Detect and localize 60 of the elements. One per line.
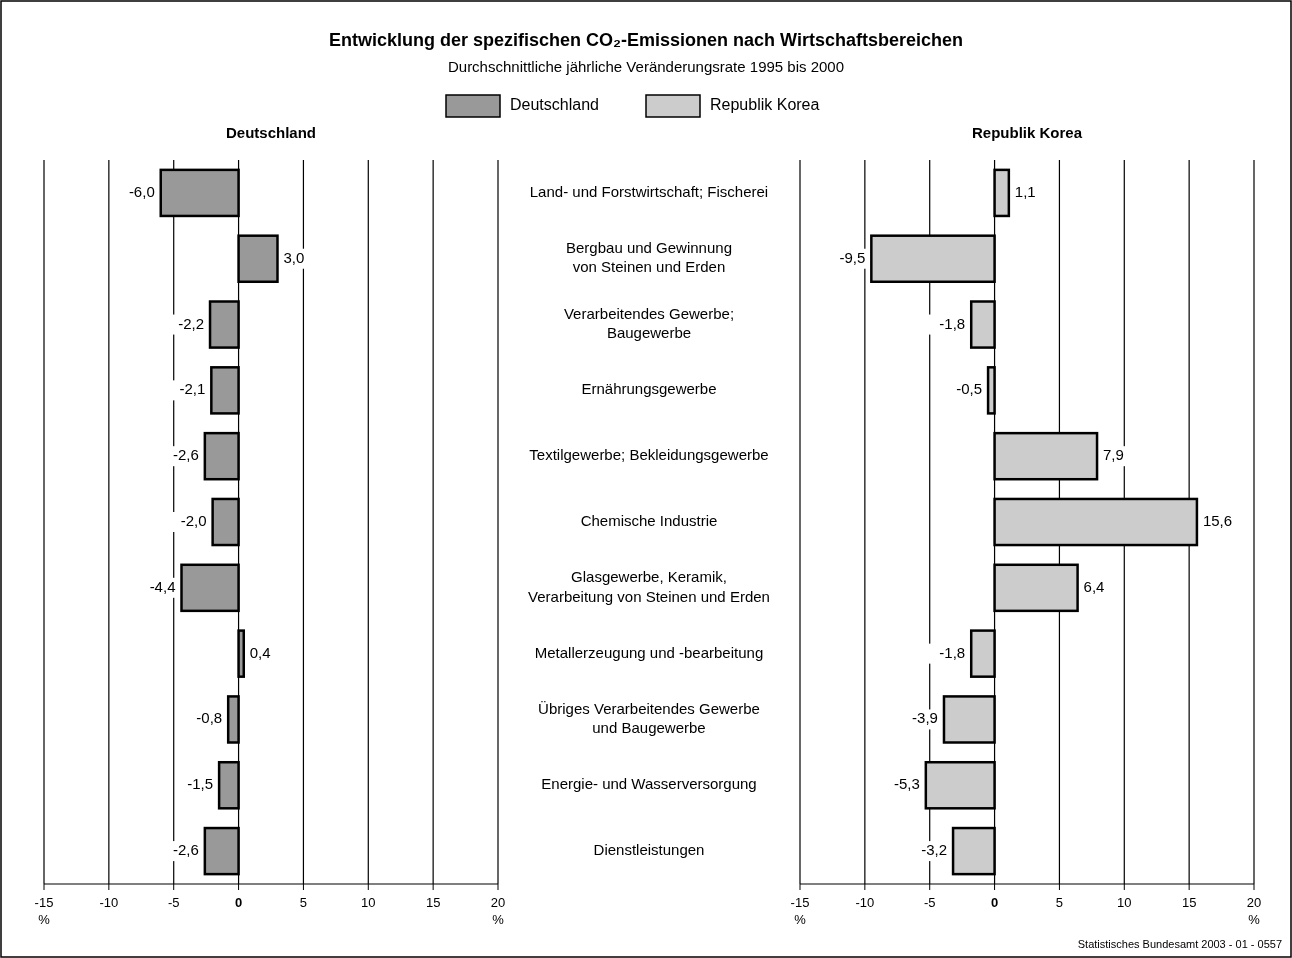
data-label: -3,9: [912, 709, 938, 727]
data-label: -6,0: [128, 182, 155, 200]
x-tick-label: -10: [99, 895, 119, 910]
data-label: 15,6: [1202, 511, 1233, 529]
data-label: 3,0: [283, 248, 305, 266]
x-tick-label: 10: [1117, 895, 1132, 910]
y-tick-label: Metallerzeugung und -bearbeitung: [534, 643, 764, 661]
text: Deutschland: [225, 124, 317, 141]
text: Republik Korea: [971, 124, 1083, 141]
data-label: 1,1: [1014, 182, 1036, 200]
x-tick-label: -10: [855, 895, 875, 910]
data-label: -4,4: [149, 577, 176, 595]
x-tick-label: 15: [1181, 895, 1197, 910]
legend-label: Republik Korea: [710, 96, 820, 114]
data-label: -2,1: [179, 380, 206, 398]
data-label: -2,0: [180, 511, 207, 529]
data-label: 0,4: [249, 643, 271, 661]
data-label: -0,8: [196, 709, 223, 727]
y-tick-label: Land- und Forstwirtschaft; Fischerei: [529, 182, 769, 200]
y-tick-label: Übriges Verarbeitendes Gewerbe und Baugewerbe: [538, 699, 760, 737]
y-tick-label: Energie- und Wasserversorgung: [541, 775, 757, 793]
data-label: -3,2: [921, 841, 948, 859]
text: %: [1248, 912, 1260, 927]
x-tick-label: 15: [425, 895, 441, 910]
text: %: [492, 912, 504, 927]
data-label: -5,3: [893, 775, 920, 793]
data-label: -0,5: [956, 380, 983, 398]
y-tick-label: Glasgewerbe, Keramik, Verarbeitung von Steinen und Erden: [528, 568, 770, 605]
data-label: 6,4: [1083, 577, 1105, 595]
x-tick-label: -5: [923, 895, 936, 910]
y-tick-label: Textilgewerbe; Bekleidungsgewerbe: [529, 446, 769, 464]
y-tick-label: Dienstleistungen: [593, 841, 705, 859]
x-tick-label: 10: [361, 895, 376, 910]
data-label: 7,9: [1103, 446, 1124, 464]
data-label: -1,8: [939, 314, 966, 332]
x-tick-label: -15: [34, 895, 54, 910]
y-tick-label: Verarbeitendes Gewerbe; Baugewerbe: [563, 304, 735, 342]
data-label: -2,6: [172, 841, 199, 859]
x-tick-label: -5: [167, 895, 180, 910]
text: Durchschnittliche jährliche Veränderungsrate 1995 bis 2000: [447, 58, 845, 75]
x-tick-label: 20: [1246, 895, 1262, 910]
x-tick-label: 5: [1055, 895, 1064, 910]
data-label: -1,5: [187, 775, 214, 793]
legend-label: Deutschland: [510, 96, 599, 114]
text: Entwicklung der spezifischen CO₂-Emissionen nach Wirtschaftsbereichen: [329, 30, 963, 50]
x-axis-title: %: [38, 912, 51, 927]
y-tick-label: Bergbau und Gewinnung von Steinen und Erden: [566, 238, 732, 276]
data-label: -1,8: [939, 643, 966, 661]
x-tick-label: 0: [234, 895, 243, 910]
x-tick-label: 0: [990, 895, 999, 910]
y-tick-label: Ernährungsgewerbe: [581, 380, 717, 398]
x-tick-label: -15: [790, 895, 810, 910]
data-label: -9,5: [839, 248, 866, 266]
x-tick-label: 5: [299, 895, 308, 910]
data-label: -2,6: [172, 446, 199, 464]
text: Statistisches Bundesamt 2003 - 01 - 0557: [1077, 938, 1282, 950]
x-tick-label: 20: [490, 895, 506, 910]
data-label: -2,2: [178, 314, 205, 332]
y-tick-label: Chemische Industrie: [580, 511, 718, 529]
x-axis-title: %: [794, 912, 807, 927]
